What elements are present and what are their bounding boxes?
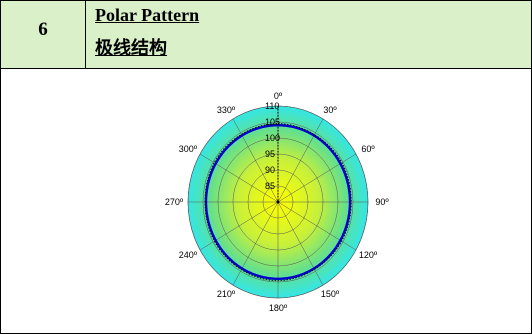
polar-angle-label: 300º [179,144,198,154]
polar-radial-label: 105 [265,117,280,127]
polar-angle-label: 240º [179,250,198,260]
polar-series-primary [204,124,352,281]
polar-radial-label: 100 [265,133,280,143]
polar-angle-label: 150º [321,289,340,299]
polar-angle-label: 270º [165,197,184,207]
polar-radial-label: 90 [265,165,275,175]
polar-grid-spoke [199,201,279,251]
section-number: 6 [38,19,48,40]
polar-grid-spoke [199,153,279,203]
polar-series-secondary [204,123,352,282]
polar-grid-spoke [277,118,324,203]
polar-angle-label: 180º [269,303,288,313]
polar-radial-label: 85 [265,181,275,191]
polar-angle-label: 330º [217,105,236,115]
section-header: 6 Polar Pattern 极线结构 [1,1,531,69]
polar-grid-spoke [277,201,357,251]
polar-grid-spoke [232,201,279,286]
polar-angle-label: 60º [361,144,375,154]
polar-angle-label: 120º [359,250,378,260]
polar-angle-label: 0º [274,91,283,101]
polar-angle-label: 210º [217,289,236,299]
polar-grid-spoke [277,201,324,286]
header-divider [85,1,86,68]
section-title-chinese: 极线结构 [95,38,167,59]
polar-radial-label: 110 [265,101,279,111]
polar-grid-spoke [232,118,279,203]
polar-radial-label: 95 [265,149,275,159]
polar-grid-spoke [277,153,357,203]
polar-angle-label: 30º [323,105,337,115]
section-title-english: Polar Pattern [95,5,200,25]
polar-center-dot [276,200,280,204]
polar-angle-label: 90º [375,197,389,207]
